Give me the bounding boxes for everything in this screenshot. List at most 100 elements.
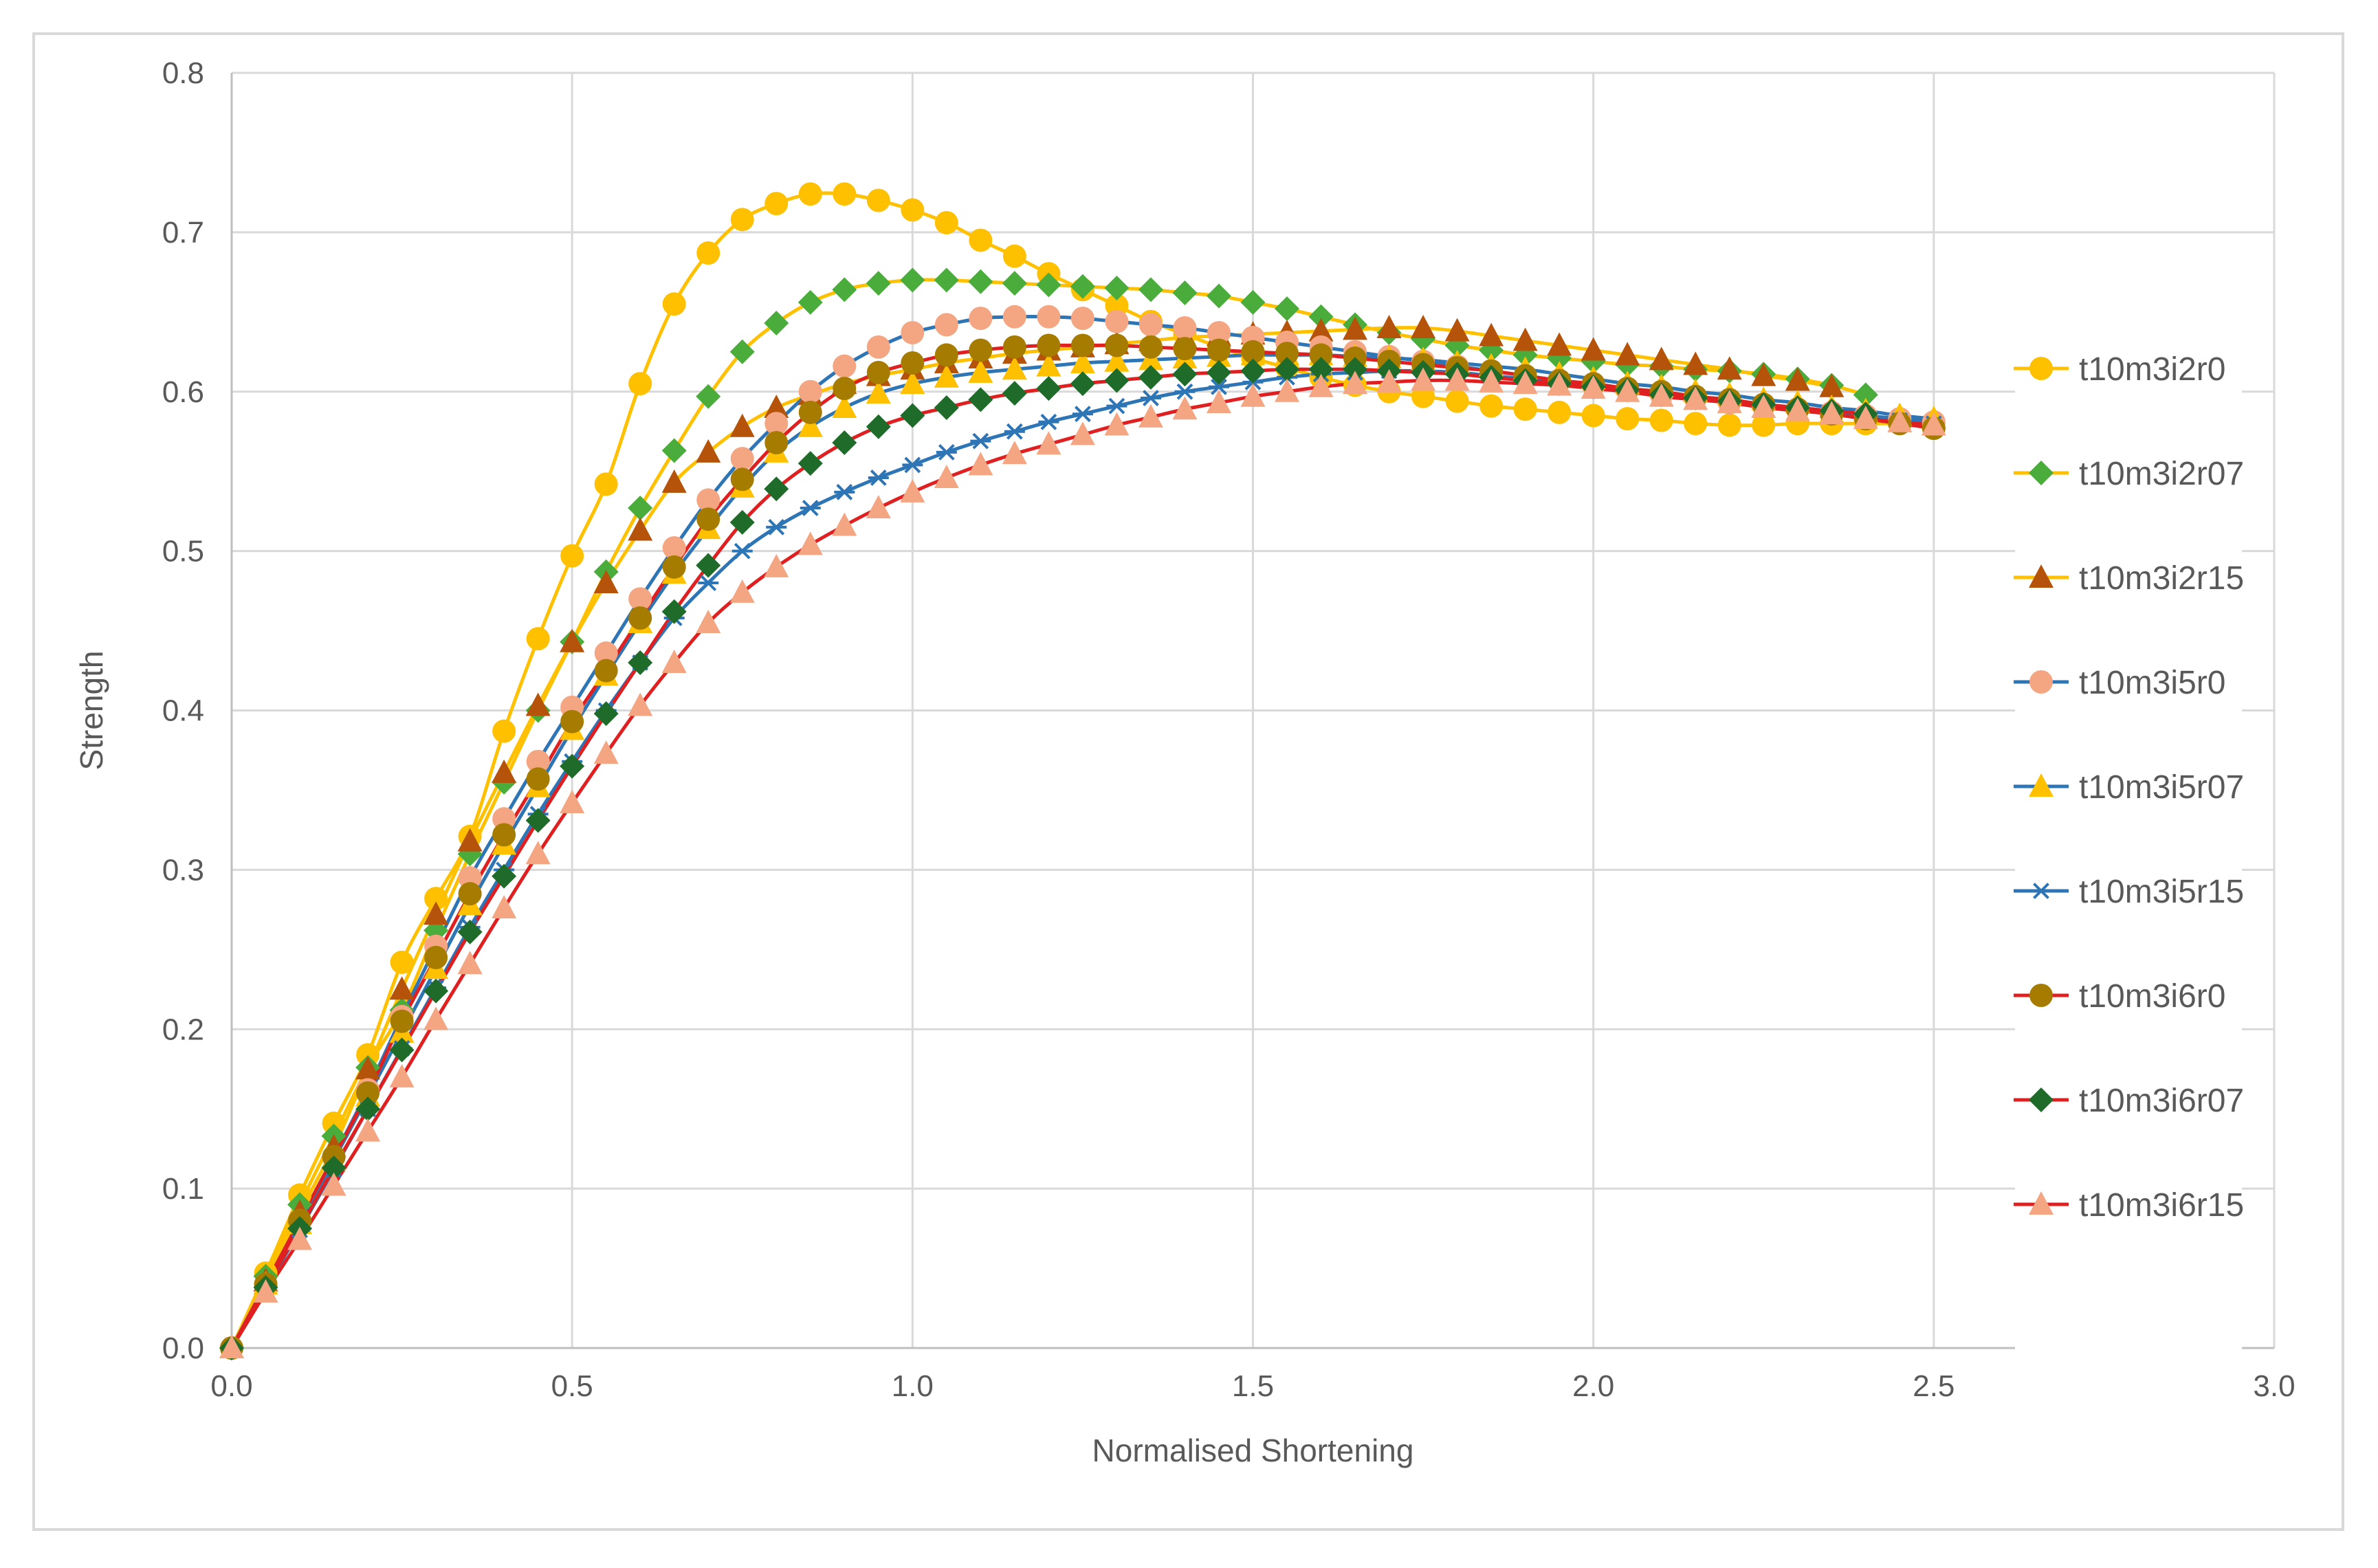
legend-label: t10m3i5r0 xyxy=(2079,665,2225,701)
data-point-t10m3i2r15 xyxy=(593,570,619,593)
legend-label: t10m3i6r0 xyxy=(2079,978,2225,1015)
data-point-t10m3i6r0 xyxy=(594,659,618,683)
data-point-t10m3i6r15 xyxy=(1717,389,1742,413)
data-point-t10m3i2r07 xyxy=(968,269,993,294)
data-point-t10m3i6r15 xyxy=(1411,367,1436,391)
data-point-t10m3i2r15 xyxy=(525,692,551,716)
data-point-t10m3i6r0 xyxy=(628,606,652,630)
legend-swatch-marker xyxy=(2031,883,2051,899)
data-point-t10m3i6r15 xyxy=(1683,386,1708,410)
data-point-t10m3i2r0 xyxy=(390,950,414,974)
x-tick-label: 2.5 xyxy=(1913,1369,1955,1403)
data-point-t10m3i5r07 xyxy=(934,364,959,388)
data-point-t10m3i6r0 xyxy=(934,343,958,367)
data-point-t10m3i5r0 xyxy=(594,641,618,665)
data-point-t10m3i5r15 xyxy=(698,575,719,591)
data-point-t10m3i6r15 xyxy=(1649,383,1674,407)
data-point-t10m3i5r0 xyxy=(764,412,789,436)
data-point-t10m3i6r15 xyxy=(764,553,789,577)
data-point-t10m3i6r07 xyxy=(1104,368,1130,393)
data-point-t10m3i6r0 xyxy=(458,882,482,906)
data-point-t10m3i2r15 xyxy=(492,759,517,783)
data-point-t10m3i2r0 xyxy=(356,1043,380,1067)
data-point-t10m3i6r0 xyxy=(526,767,550,791)
data-point-t10m3i2r15 xyxy=(1547,332,1572,356)
data-point-t10m3i6r07 xyxy=(355,1096,381,1122)
data-point-t10m3i6r07 xyxy=(1308,357,1334,382)
data-point-t10m3i2r15 xyxy=(423,901,449,925)
data-point-t10m3i5r0 xyxy=(730,447,754,471)
x-tick-label: 3.0 xyxy=(2253,1369,2295,1403)
data-point-t10m3i2r07 xyxy=(696,384,721,409)
data-point-t10m3i2r15 xyxy=(1479,322,1504,346)
data-point-t10m3i6r07 xyxy=(1036,376,1061,401)
data-point-t10m3i5r07 xyxy=(1036,353,1061,377)
data-point-t10m3i6r15 xyxy=(661,649,687,673)
series-line-t10m3i5r0 xyxy=(230,314,1935,1349)
data-point-t10m3i6r0 xyxy=(356,1081,380,1105)
data-point-t10m3i2r07 xyxy=(1853,382,1878,408)
data-point-t10m3i2r15 xyxy=(355,1056,381,1080)
legend-label: t10m3i6r15 xyxy=(2079,1187,2244,1224)
y-tick-label: 0.2 xyxy=(162,1013,204,1046)
data-point-t10m3i2r0 xyxy=(934,210,958,234)
data-point-t10m3i2r07 xyxy=(764,311,789,336)
legend-label: t10m3i2r15 xyxy=(2079,560,2244,597)
data-point-t10m3i6r0 xyxy=(798,400,822,424)
data-point-t10m3i6r0 xyxy=(764,430,789,454)
data-point-t10m3i2r07 xyxy=(1104,276,1130,301)
data-point-t10m3i6r15 xyxy=(1376,368,1402,393)
data-point-t10m3i6r0 xyxy=(833,377,857,401)
data-point-t10m3i2r15 xyxy=(1308,318,1334,342)
data-point-t10m3i6r15 xyxy=(1138,404,1163,428)
data-point-t10m3i6r07 xyxy=(1172,362,1198,387)
data-point-t10m3i5r0 xyxy=(628,587,652,611)
data-point-t10m3i2r0 xyxy=(969,228,993,252)
data-point-t10m3i5r15 xyxy=(731,542,753,560)
data-point-t10m3i5r15 xyxy=(1072,406,1093,423)
data-point-t10m3i2r07 xyxy=(1206,283,1231,309)
data-point-t10m3i5r0 xyxy=(1105,309,1129,333)
data-point-t10m3i2r15 xyxy=(661,469,687,493)
data-point-t10m3i6r0 xyxy=(730,467,754,492)
data-point-t10m3i6r15 xyxy=(797,531,823,555)
data-point-t10m3i5r0 xyxy=(798,379,822,404)
data-point-t10m3i6r07 xyxy=(1275,357,1300,382)
data-point-t10m3i6r15 xyxy=(1240,383,1266,407)
data-point-t10m3i5r15 xyxy=(1140,390,1161,406)
data-point-t10m3i6r07 xyxy=(832,430,857,455)
data-point-t10m3i2r15 xyxy=(1649,346,1674,371)
data-point-t10m3i2r15 xyxy=(1581,337,1606,361)
data-point-t10m3i6r15 xyxy=(832,512,857,536)
data-point-t10m3i6r0 xyxy=(1138,335,1163,359)
data-point-t10m3i2r15 xyxy=(457,828,483,852)
data-point-t10m3i2r15 xyxy=(1343,316,1368,340)
data-point-t10m3i6r07 xyxy=(696,553,721,578)
data-point-t10m3i2r0 xyxy=(1581,404,1605,428)
series-line-t10m3i2r15 xyxy=(230,326,1832,1349)
data-point-t10m3i2r0 xyxy=(1479,394,1504,418)
data-point-t10m3i6r0 xyxy=(662,555,686,579)
data-point-t10m3i6r15 xyxy=(355,1118,381,1142)
x-tick-label: 1.0 xyxy=(892,1369,934,1403)
data-point-t10m3i6r15 xyxy=(1581,375,1606,399)
data-point-t10m3i6r15 xyxy=(389,1063,415,1087)
data-point-t10m3i2r0 xyxy=(798,182,822,206)
data-point-t10m3i6r15 xyxy=(1206,389,1231,413)
legend-swatch-marker xyxy=(2029,357,2053,380)
data-point-t10m3i6r15 xyxy=(1172,396,1198,420)
data-point-t10m3i6r07 xyxy=(968,387,993,412)
data-point-t10m3i6r15 xyxy=(900,478,925,503)
data-point-t10m3i6r0 xyxy=(901,351,925,375)
x-tick-label: 0.5 xyxy=(551,1369,593,1403)
data-point-t10m3i5r0 xyxy=(1173,316,1197,340)
data-point-t10m3i2r0 xyxy=(1513,397,1537,421)
data-point-t10m3i2r07 xyxy=(1172,280,1198,305)
legend-swatch-marker xyxy=(2029,564,2054,588)
data-point-t10m3i2r07 xyxy=(1138,277,1163,302)
data-point-t10m3i6r07 xyxy=(560,753,585,779)
y-tick-label: 0.3 xyxy=(162,853,204,887)
data-point-t10m3i6r15 xyxy=(968,452,993,476)
data-point-t10m3i2r15 xyxy=(696,439,721,463)
data-point-t10m3i6r15 xyxy=(1444,367,1470,391)
